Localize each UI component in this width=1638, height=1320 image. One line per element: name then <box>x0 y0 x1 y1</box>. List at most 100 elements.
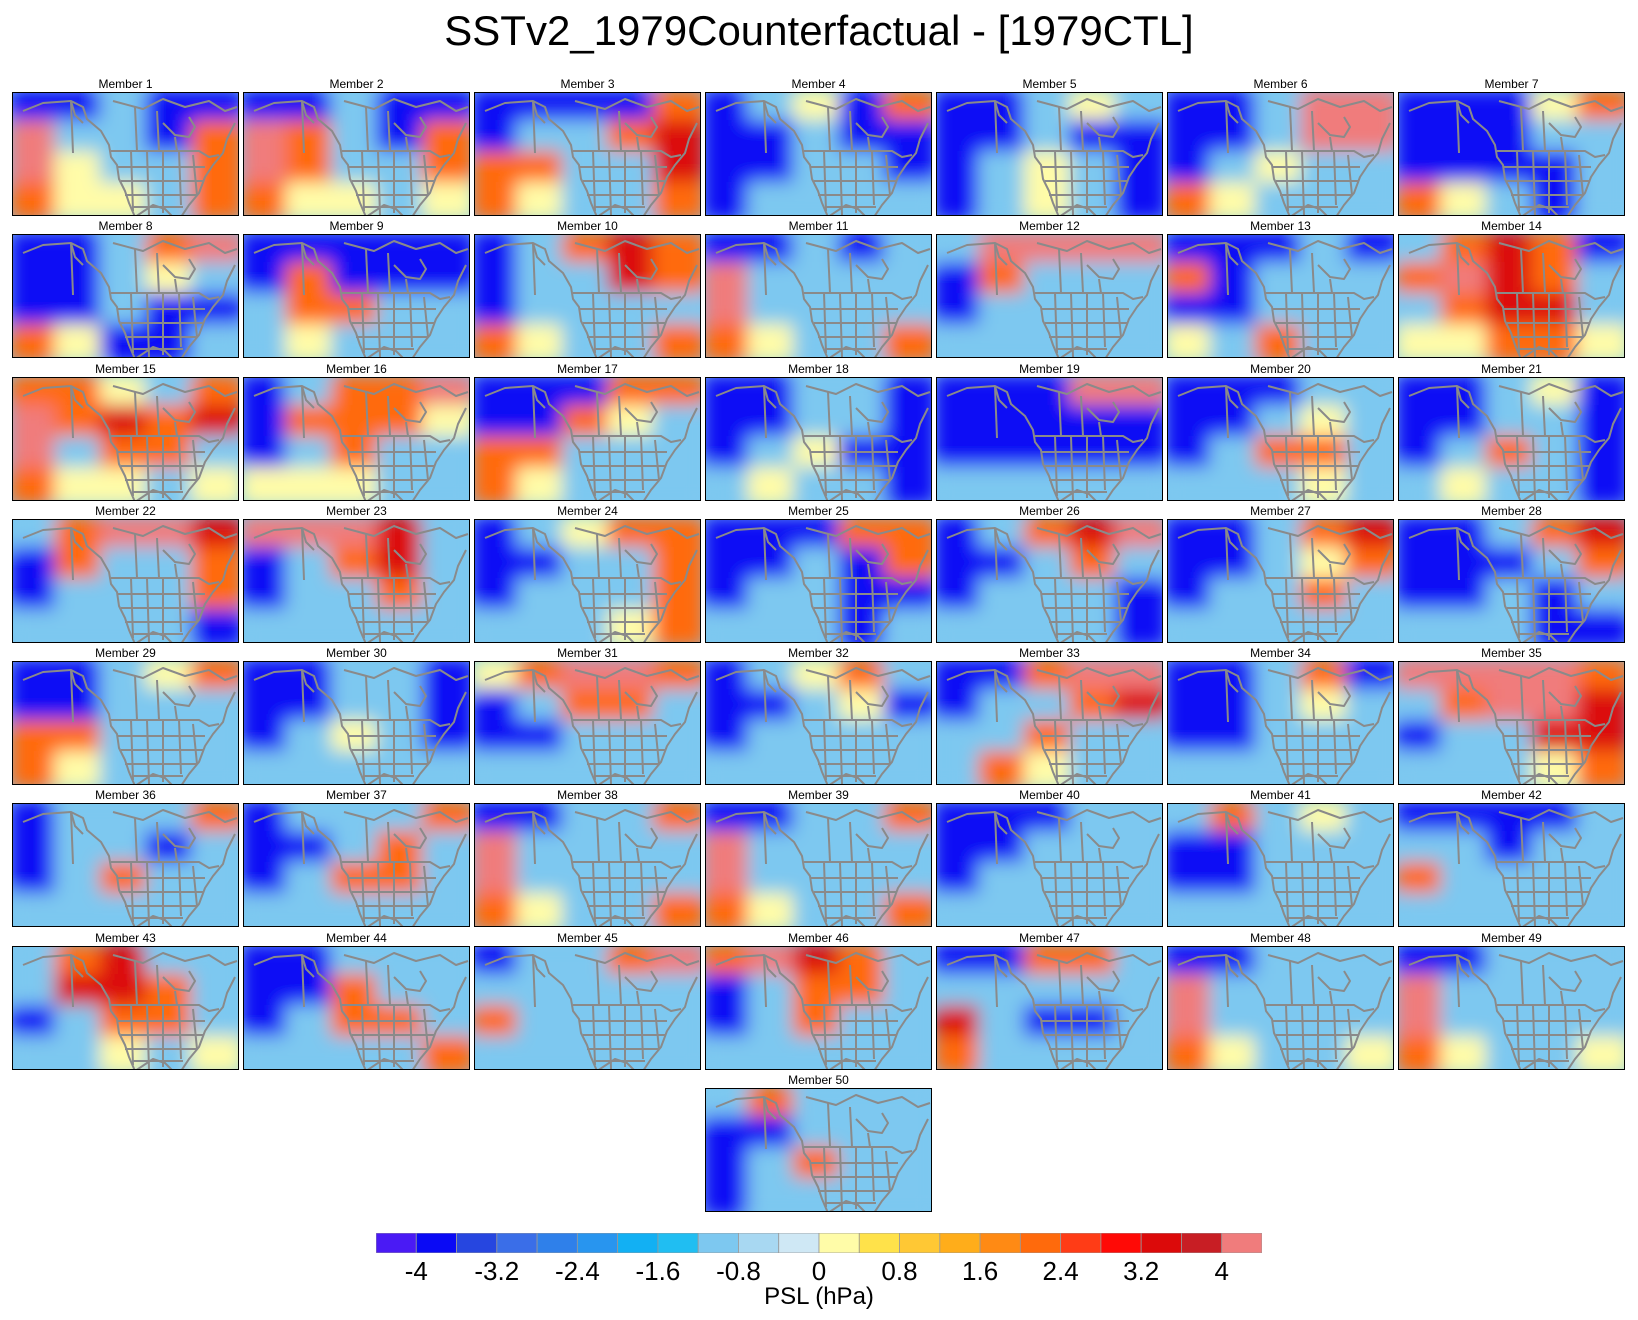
field-cell <box>285 182 339 215</box>
field-cell <box>54 1036 108 1069</box>
psl-field <box>706 93 931 215</box>
psl-field <box>937 93 1162 215</box>
psl-field <box>706 378 931 500</box>
psl-field <box>475 235 700 357</box>
panel-map <box>1398 519 1625 643</box>
field-cell <box>13 324 63 357</box>
map-outline <box>946 383 1162 500</box>
map-outline <box>715 1094 931 1211</box>
panel-map <box>1167 234 1394 358</box>
field-cell <box>1576 182 1624 215</box>
field-cell <box>652 609 700 642</box>
field-cell <box>1114 467 1162 500</box>
psl-field <box>1399 804 1624 926</box>
field-cell <box>883 1036 931 1069</box>
panel-map <box>243 92 470 216</box>
map-outline <box>946 952 1162 1069</box>
psl-field <box>1168 520 1393 642</box>
panel-title: Member 39 <box>788 788 849 802</box>
field-cell <box>1531 751 1585 784</box>
field-cell <box>244 609 294 642</box>
panel-map <box>705 519 932 643</box>
field-cell <box>1114 324 1162 357</box>
field-cell <box>1069 324 1123 357</box>
field-cell <box>1168 182 1218 215</box>
panel-title: Member 33 <box>1019 646 1080 660</box>
colorbar-tick-label: -3.2 <box>474 1256 520 1286</box>
field-cell <box>285 324 339 357</box>
field-cells <box>1399 378 1624 500</box>
map-outline <box>1408 809 1624 926</box>
field-cell <box>516 324 570 357</box>
field-cell <box>516 467 570 500</box>
panel-title: Member 13 <box>1250 219 1311 233</box>
panel-title: Member 49 <box>1481 931 1542 945</box>
field-cells <box>244 520 469 642</box>
field-cell <box>1531 893 1585 926</box>
field-cells <box>1399 520 1624 642</box>
psl-field <box>475 947 700 1069</box>
colorbar-swatch <box>617 1233 659 1253</box>
panel-title: Member 10 <box>557 219 618 233</box>
field-cell <box>1531 182 1585 215</box>
field-cell <box>652 324 700 357</box>
psl-field <box>1168 378 1393 500</box>
panel-title: Member 35 <box>1481 646 1542 660</box>
field-cell <box>1069 893 1123 926</box>
map-outline <box>484 809 700 926</box>
field-cell <box>747 467 801 500</box>
field-cell <box>838 609 892 642</box>
map-outline <box>484 952 700 1069</box>
panel-map <box>12 234 239 358</box>
field-cell <box>1345 467 1393 500</box>
field-cell <box>54 182 108 215</box>
field-cell <box>978 893 1032 926</box>
field-cell <box>475 467 525 500</box>
panel-title: Member 37 <box>326 788 387 802</box>
panel-map <box>474 234 701 358</box>
map-outline <box>715 809 931 926</box>
panel-map <box>936 946 1163 1070</box>
psl-field <box>1399 662 1624 784</box>
field-cell <box>838 324 892 357</box>
panel-title: Member 23 <box>326 504 387 518</box>
field-cell <box>1168 1036 1218 1069</box>
psl-field <box>1168 947 1393 1069</box>
field-cells <box>706 947 931 1069</box>
field-cells <box>475 378 700 500</box>
field-cells <box>1399 947 1624 1069</box>
colorbar-swatch <box>738 1233 780 1253</box>
field-cells <box>937 378 1162 500</box>
panel-title: Member 44 <box>326 931 387 945</box>
field-cell <box>1114 609 1162 642</box>
colorbar <box>376 1233 1262 1253</box>
psl-field <box>937 235 1162 357</box>
field-cell <box>244 182 294 215</box>
field-cells <box>937 947 1162 1069</box>
field-cell <box>1576 609 1624 642</box>
field-cells <box>1168 378 1393 500</box>
panel-map <box>243 661 470 785</box>
field-cell <box>607 751 661 784</box>
field-cell <box>978 182 1032 215</box>
colorbar-swatch <box>858 1233 900 1253</box>
colorbar-swatch <box>939 1233 981 1253</box>
field-cell <box>13 893 63 926</box>
field-cells <box>475 93 700 215</box>
field-cell <box>145 751 199 784</box>
colorbar-swatch <box>1100 1233 1142 1253</box>
field-cell <box>978 751 1032 784</box>
field-cell <box>747 893 801 926</box>
field-cell <box>376 893 430 926</box>
psl-field <box>244 947 469 1069</box>
field-cell <box>883 1178 931 1211</box>
field-cell <box>1440 609 1494 642</box>
panel-title: Member 6 <box>1253 77 1308 91</box>
map-outline <box>946 98 1162 215</box>
map-outline <box>22 383 238 500</box>
field-cell <box>1531 324 1585 357</box>
panel-map <box>1167 377 1394 501</box>
panel-map <box>705 661 932 785</box>
panel-map <box>243 377 470 501</box>
